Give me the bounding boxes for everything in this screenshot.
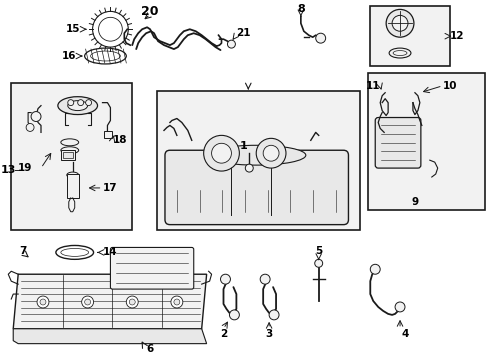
Ellipse shape <box>68 101 87 111</box>
Circle shape <box>386 9 413 37</box>
Bar <box>11 83 132 230</box>
Text: 6: 6 <box>146 343 153 354</box>
Circle shape <box>84 299 90 305</box>
Polygon shape <box>13 274 206 329</box>
Circle shape <box>394 302 404 312</box>
Circle shape <box>81 296 93 308</box>
Circle shape <box>37 296 49 308</box>
Text: 10: 10 <box>442 81 456 91</box>
Text: 4: 4 <box>401 329 408 339</box>
Text: 1: 1 <box>240 141 247 151</box>
Ellipse shape <box>206 145 305 165</box>
Circle shape <box>268 310 279 320</box>
Text: 2: 2 <box>220 329 226 339</box>
FancyBboxPatch shape <box>374 117 420 168</box>
Circle shape <box>260 274 269 284</box>
Bar <box>369 6 448 66</box>
Circle shape <box>245 164 253 172</box>
Text: 21: 21 <box>236 28 250 38</box>
Circle shape <box>129 299 135 305</box>
Circle shape <box>211 143 231 163</box>
Circle shape <box>68 100 74 105</box>
Text: 20: 20 <box>141 5 159 18</box>
Bar <box>61 150 75 160</box>
Bar <box>104 131 112 138</box>
Circle shape <box>315 33 325 43</box>
Circle shape <box>26 123 34 131</box>
Circle shape <box>369 264 380 274</box>
FancyBboxPatch shape <box>110 247 193 289</box>
Circle shape <box>203 135 239 171</box>
Text: 9: 9 <box>410 197 418 207</box>
Text: 16: 16 <box>61 51 76 61</box>
Text: 18: 18 <box>113 135 127 145</box>
Circle shape <box>171 296 183 308</box>
Text: 15: 15 <box>65 24 80 34</box>
Polygon shape <box>13 329 206 344</box>
Circle shape <box>314 259 322 267</box>
Circle shape <box>126 296 138 308</box>
Text: 5: 5 <box>314 246 322 256</box>
Circle shape <box>85 100 91 105</box>
Circle shape <box>263 145 279 161</box>
FancyBboxPatch shape <box>164 150 348 225</box>
Circle shape <box>78 100 83 105</box>
Text: 11: 11 <box>365 81 380 91</box>
Circle shape <box>31 112 41 121</box>
Text: 14: 14 <box>103 247 118 257</box>
Bar <box>62 152 73 158</box>
Ellipse shape <box>67 172 79 178</box>
Circle shape <box>229 310 239 320</box>
Ellipse shape <box>58 97 97 114</box>
Text: 17: 17 <box>103 183 118 193</box>
Circle shape <box>40 299 46 305</box>
Text: 13: 13 <box>0 165 16 175</box>
Bar <box>67 174 79 198</box>
Bar <box>367 73 484 210</box>
Circle shape <box>174 299 180 305</box>
Circle shape <box>227 40 235 48</box>
Text: 12: 12 <box>449 31 464 41</box>
Circle shape <box>220 274 230 284</box>
Bar <box>157 91 360 230</box>
Circle shape <box>256 138 285 168</box>
Text: 19: 19 <box>18 163 32 173</box>
Text: 8: 8 <box>296 4 304 14</box>
Text: 3: 3 <box>265 329 272 339</box>
Circle shape <box>391 15 407 31</box>
Text: 7: 7 <box>20 246 27 256</box>
